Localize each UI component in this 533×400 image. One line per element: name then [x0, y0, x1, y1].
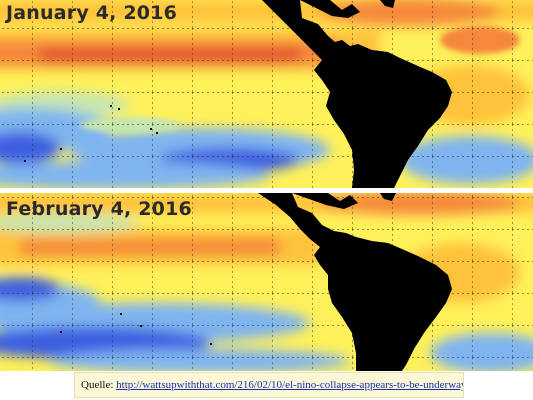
source-caption: Quelle: http://wattsupwiththat.com/216/0…: [74, 372, 464, 398]
sst-map-february-image: [0, 193, 533, 371]
panel-separator: [0, 188, 533, 193]
sst-map-january-image: [0, 0, 533, 188]
sst-map-january: January 4, 2016: [0, 0, 533, 188]
land-south-america: [262, 0, 452, 188]
source-prefix: Quelle:: [81, 379, 117, 391]
date-label-january: January 4, 2016: [6, 2, 178, 24]
land-south-america: [258, 193, 452, 371]
source-link[interactable]: http://wattsupwiththat.com/216/02/10/el-…: [116, 379, 464, 391]
date-label-february: February 4, 2016: [6, 198, 192, 220]
sst-map-february: February 4, 2016: [0, 193, 533, 371]
